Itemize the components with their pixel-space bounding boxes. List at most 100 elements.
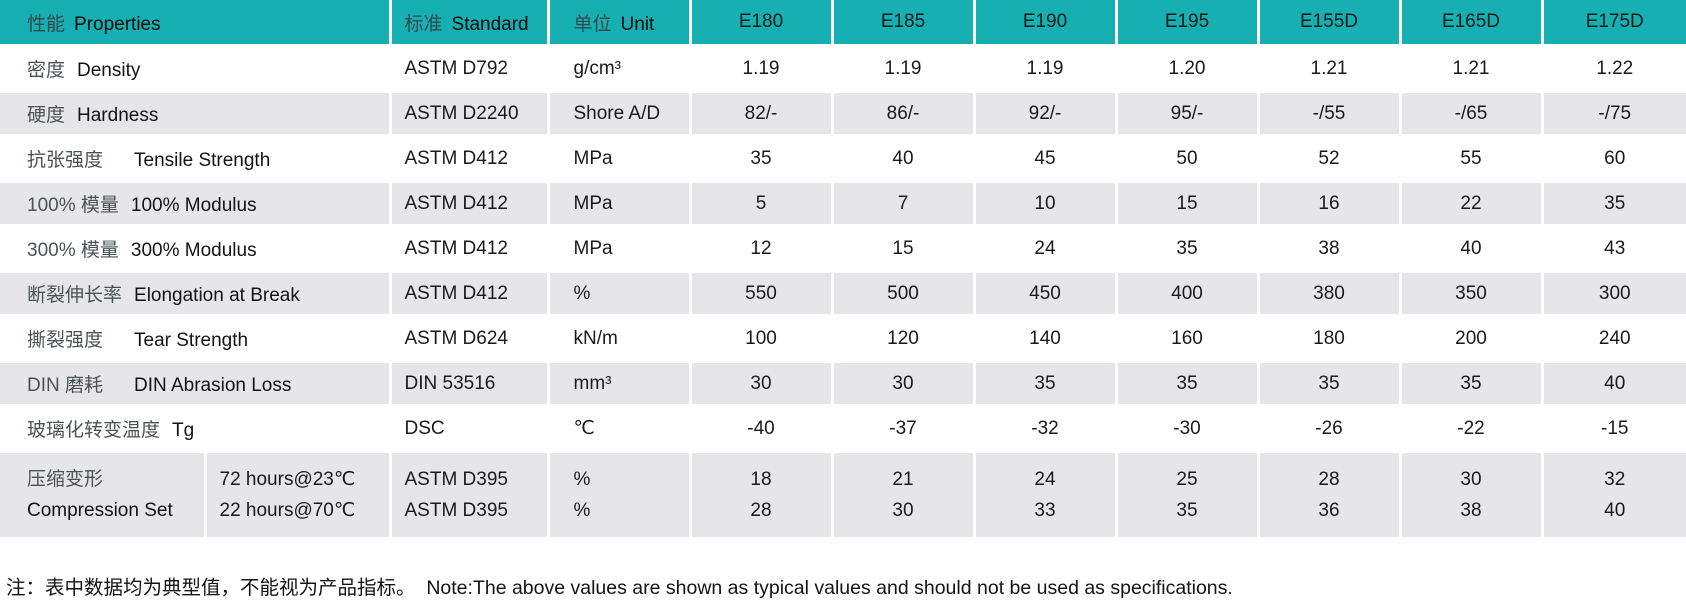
standard-cell: ASTM D395 ASTM D395: [390, 451, 550, 541]
unit-cell: MPa: [548, 181, 692, 228]
value-cell: 82/-: [690, 91, 834, 138]
property-label-zh: 300% 模量: [27, 240, 119, 261]
value-cell: 350: [1400, 271, 1544, 318]
col-header-model: E195: [1116, 0, 1260, 48]
table-row-compression-set: 压缩变形 Compression Set 72 hours@23℃ 22 hours@…: [0, 451, 1686, 541]
unit-cell: ℃: [548, 406, 692, 453]
col-header-unit-en: Unit: [620, 13, 655, 35]
value-cell: 24 33: [974, 451, 1118, 541]
unit-cell: Shore A/D: [548, 91, 692, 138]
table-row: 撕裂强度 Tear Strength ASTM D624 kN/m 100 120 140…: [0, 316, 1686, 363]
col-header-properties-en: Properties: [74, 13, 161, 35]
cell-line: 32: [1604, 469, 1626, 490]
col-header-standard-zh: 标准: [404, 13, 443, 35]
table-row: DIN 磨耗 DIN Abrasion Loss DIN 53516 mm³ 30 30…: [0, 361, 1686, 408]
cell-line: 35: [1176, 500, 1198, 521]
col-header-standard-en: Standard: [451, 13, 529, 35]
col-header-unit: 单位 Unit: [548, 0, 692, 48]
value-cell: 400: [1116, 271, 1260, 318]
value-cell: 32 40: [1542, 451, 1686, 541]
value-cell: 28 36: [1258, 451, 1402, 541]
cell-line: ASTM D395: [404, 500, 508, 521]
cell-line: %: [573, 500, 591, 521]
standard-cell: ASTM D412: [390, 271, 550, 318]
unit-cell: MPa: [548, 226, 692, 273]
property-label-zh: 撕裂强度: [27, 330, 123, 351]
unit-cell: MPa: [548, 136, 692, 183]
cell-line: 30: [892, 500, 914, 521]
value-cell: 22: [1400, 181, 1544, 228]
value-cell: 18 28: [690, 451, 834, 541]
value-cell: 30: [690, 361, 834, 408]
condition-cell: 72 hours@23℃ 22 hours@70℃: [205, 451, 392, 541]
unit-cell: %: [548, 271, 692, 318]
property-label-en: Tear Strength: [134, 330, 249, 351]
property-label-zh: 玻璃化转变温度: [27, 420, 161, 441]
value-cell: 50: [1116, 136, 1260, 183]
value-cell: 1.19: [690, 46, 834, 93]
property-label-en: Tg: [172, 420, 195, 441]
property-cell: DIN 磨耗 DIN Abrasion Loss: [0, 361, 392, 408]
value-cell: 35: [690, 136, 834, 183]
property-cell: 压缩变形 Compression Set: [0, 451, 207, 541]
value-cell: -22: [1400, 406, 1544, 453]
value-cell: 52: [1258, 136, 1402, 183]
cell-line: 24: [1034, 469, 1056, 490]
value-cell: 86/-: [832, 91, 976, 138]
property-label-zh: 密度: [27, 60, 66, 81]
property-label-en: 300% Modulus: [130, 240, 257, 261]
value-cell: 1.22: [1542, 46, 1686, 93]
col-header-model: E180: [690, 0, 834, 48]
value-cell: 160: [1116, 316, 1260, 363]
col-header-model: E185: [832, 0, 976, 48]
footnote: 注：表中数据均为典型值，不能视为产品指标。 Note:The above val…: [6, 577, 1233, 599]
value-cell: 30 38: [1400, 451, 1544, 541]
cell-line: 21: [892, 469, 914, 490]
value-cell: 120: [832, 316, 976, 363]
value-cell: 1.19: [832, 46, 976, 93]
col-header-unit-zh: 单位: [573, 13, 612, 35]
property-cell: 硬度 Hardness: [0, 91, 392, 138]
value-cell: 1.19: [974, 46, 1118, 93]
value-cell: -30: [1116, 406, 1260, 453]
standard-cell: ASTM D792: [390, 46, 550, 93]
value-cell: 15: [832, 226, 976, 273]
value-cell: 240: [1542, 316, 1686, 363]
property-label-en: Hardness: [77, 105, 159, 126]
properties-table: 性能 Properties 标准 Standard 单位 Unit E180 E185 E…: [0, 0, 1686, 541]
table-row: 100% 模量 100% Modulus ASTM D412 MPa 5 7 10 15 16 2…: [0, 181, 1686, 228]
standard-cell: ASTM D412: [390, 181, 550, 228]
value-cell: 95/-: [1116, 91, 1260, 138]
property-cell: 撕裂强度 Tear Strength: [0, 316, 392, 363]
unit-cell: kN/m: [548, 316, 692, 363]
property-label-en: Density: [77, 60, 141, 81]
cell-line: 18: [750, 469, 772, 490]
table-row: 断裂伸长率 Elongation at Break ASTM D412% 550 500…: [0, 271, 1686, 318]
value-cell: 180: [1258, 316, 1402, 363]
table-head: 性能 Properties 标准 Standard 单位 Unit E180 E185 E…: [0, 0, 1686, 48]
cell-line: 25: [1176, 469, 1198, 490]
value-cell: 12: [690, 226, 834, 273]
value-cell: 16: [1258, 181, 1402, 228]
value-cell: 300: [1542, 271, 1686, 318]
value-cell: 140: [974, 316, 1118, 363]
property-label-en: DIN Abrasion Loss: [134, 375, 292, 396]
value-cell: 1.21: [1258, 46, 1402, 93]
cell-line: 30: [1460, 469, 1482, 490]
value-cell: -15: [1542, 406, 1686, 453]
property-cell: 抗张强度 Tensile Strength: [0, 136, 392, 183]
value-cell: 35: [1400, 361, 1544, 408]
col-header-properties-zh: 性能: [27, 13, 66, 35]
unit-cell: %%: [548, 451, 692, 541]
cell-line: 38: [1460, 500, 1482, 521]
value-cell: -32: [974, 406, 1118, 453]
value-cell: -26: [1258, 406, 1402, 453]
property-cell: 100% 模量 100% Modulus: [0, 181, 392, 228]
value-cell: 55: [1400, 136, 1544, 183]
property-cell: 玻璃化转变温度 Tg: [0, 406, 392, 453]
header-row: 性能 Properties 标准 Standard 单位 Unit E180 E185 E…: [0, 0, 1686, 48]
value-cell: 35: [1258, 361, 1402, 408]
value-cell: 7: [832, 181, 976, 228]
property-cell: 断裂伸长率 Elongation at Break: [0, 271, 392, 318]
